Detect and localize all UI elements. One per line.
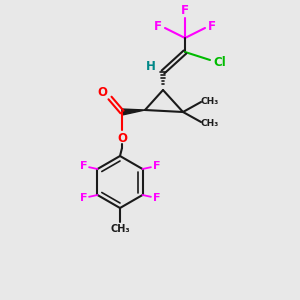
Text: Cl: Cl xyxy=(214,56,226,68)
Text: O: O xyxy=(97,85,107,98)
Text: F: F xyxy=(154,20,162,32)
Text: CH₃: CH₃ xyxy=(201,118,219,127)
Polygon shape xyxy=(122,109,145,115)
Text: F: F xyxy=(153,161,160,171)
Text: F: F xyxy=(80,161,87,171)
Text: H: H xyxy=(146,59,156,73)
Text: CH₃: CH₃ xyxy=(110,224,130,234)
Text: F: F xyxy=(80,193,87,203)
Text: F: F xyxy=(153,193,160,203)
Text: O: O xyxy=(117,131,127,145)
Text: CH₃: CH₃ xyxy=(201,97,219,106)
Text: F: F xyxy=(181,4,189,17)
Text: F: F xyxy=(208,20,216,32)
